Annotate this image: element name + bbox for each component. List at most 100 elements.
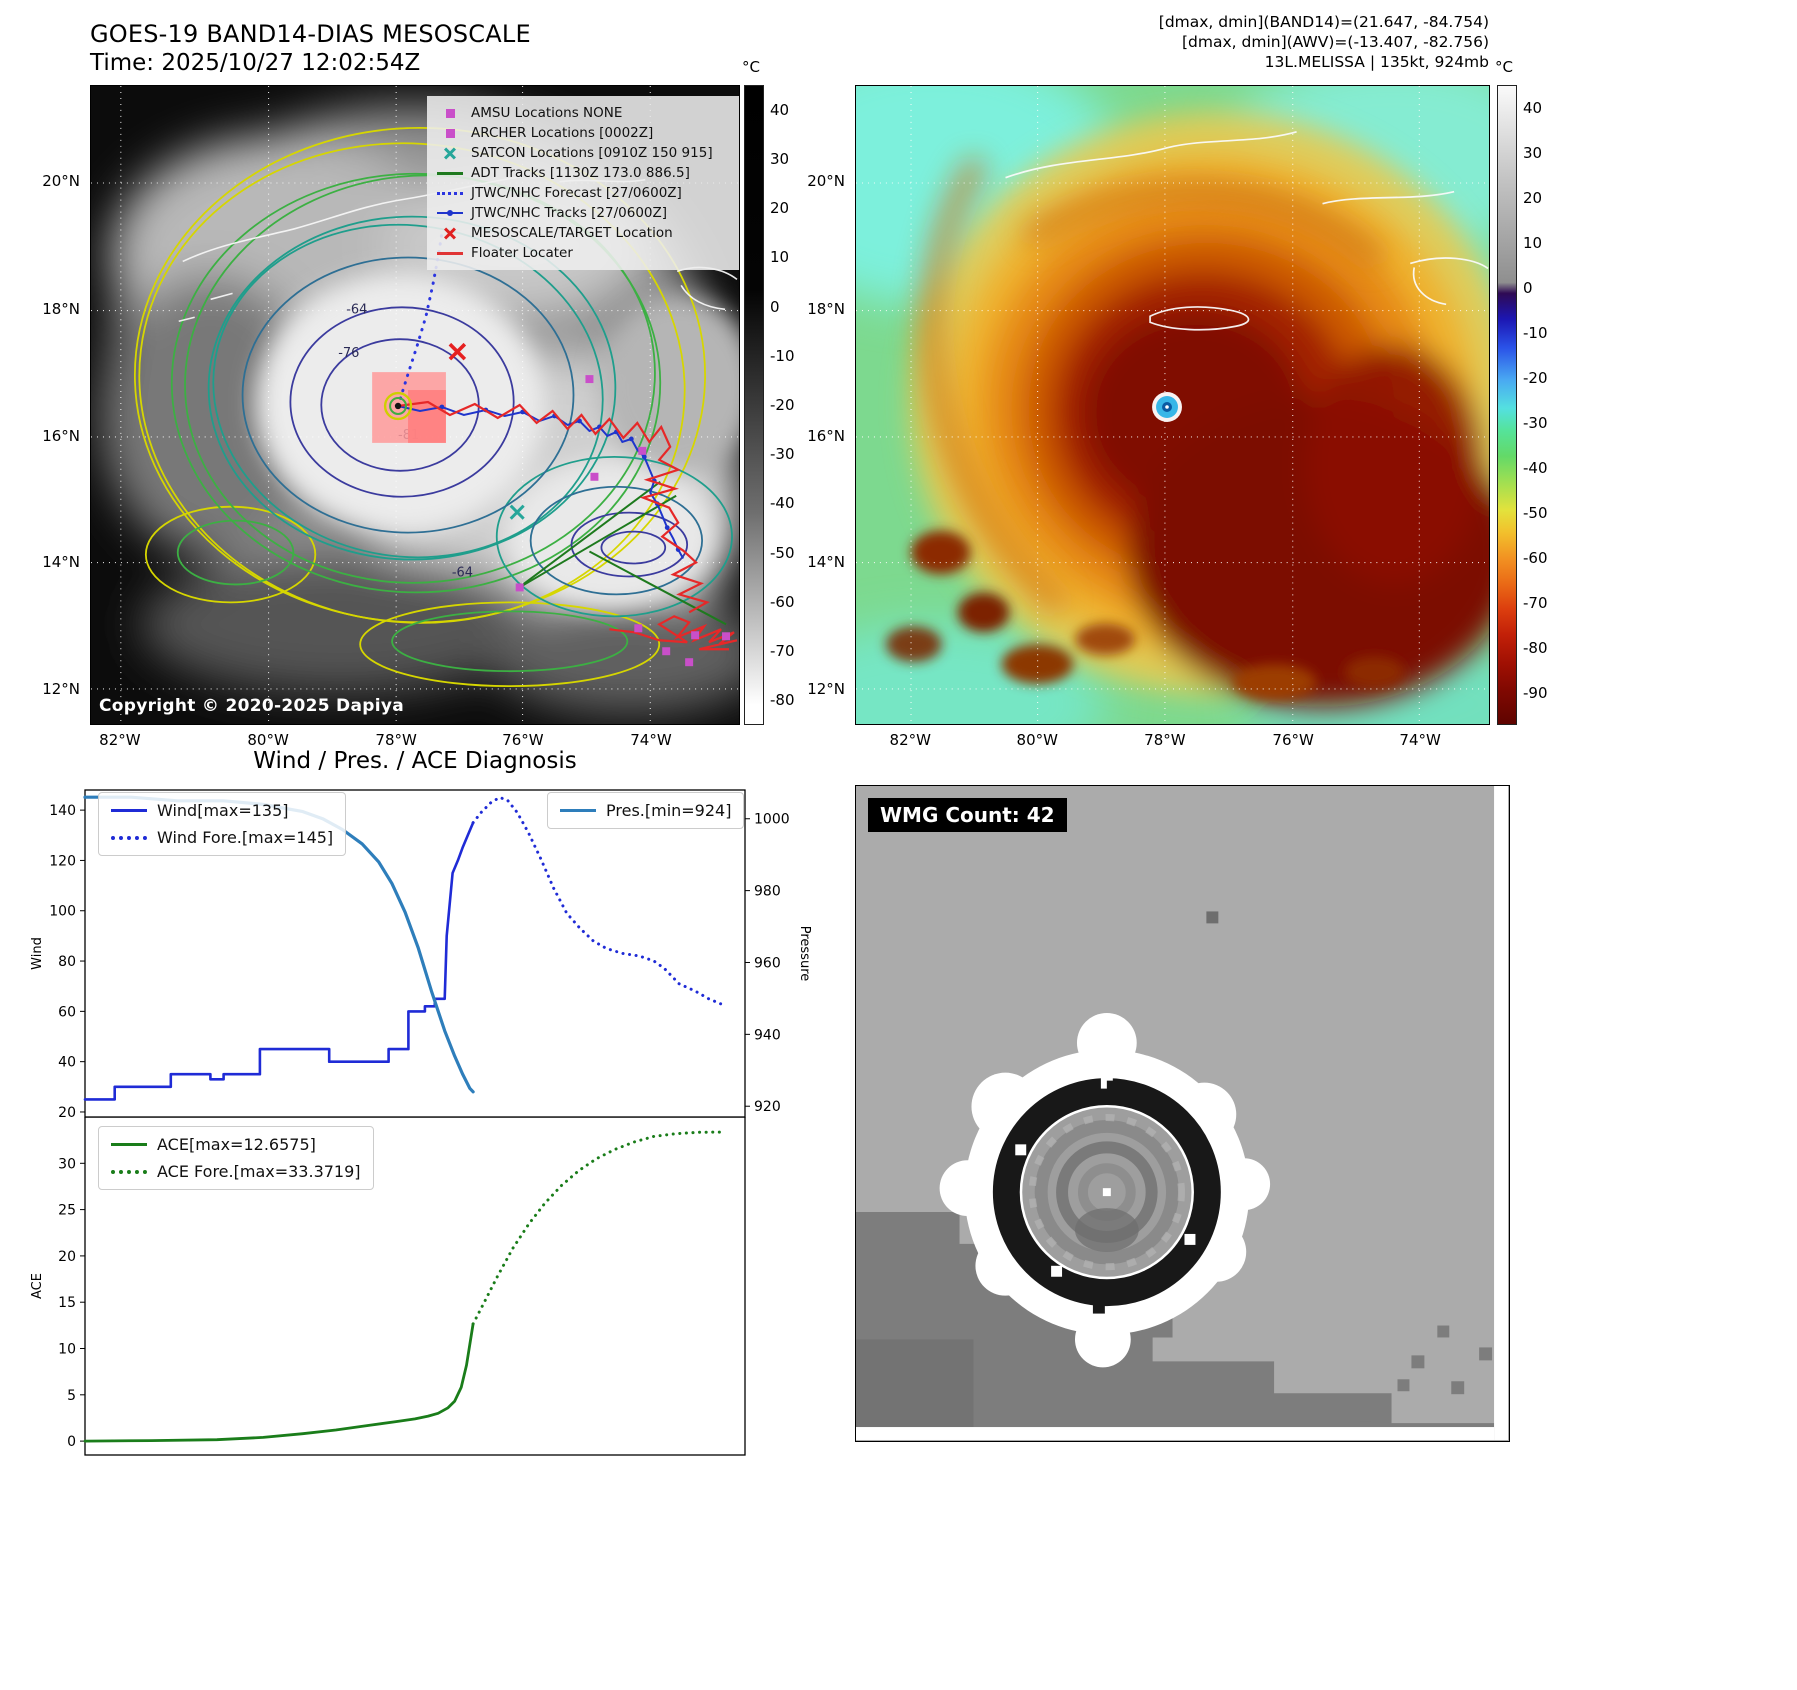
y-axis-label: ACE [30,1273,45,1299]
lon-tick-label: 82°W [889,731,931,749]
colorbar-tick-label: -90 [1523,684,1548,703]
y-tick-label: 25 [58,1203,76,1219]
y-tick-label: 1000 [754,812,790,828]
colorbar-tick-label: 20 [1523,188,1543,207]
colorbar-tick-label: 10 [770,248,790,267]
series-wind-fore-max-145 [471,796,723,1006]
latitude-axis-band14: 20°N 18°N 16°N 14°N 12°N [36,85,84,725]
map-legend-label: Floater Locater [471,245,573,261]
eye-ring-1 [1034,1119,1180,1265]
x-marker-icon [436,226,464,240]
map-legend-label: AMSU Locations NONE [471,105,623,121]
colorbar-tick-label: -70 [770,642,795,661]
chart-legend-label: Wind[max=135] [157,801,289,820]
archer-markers [515,375,731,667]
colorbar-tick-label: -40 [1523,459,1548,478]
colorbar-tick-label: -20 [1523,368,1548,387]
map-legend-item: JTWC/NHC Tracks [27/0600Z] [436,203,730,223]
colorbar-tick-label: -50 [770,543,795,562]
contour-lines [133,126,733,688]
floater-track [397,400,710,614]
chart-legend-item: ACE[max=12.6575] [111,1135,361,1154]
wmg-microwave-image [856,786,1508,1440]
ace-chart: 0 5 10 15 20 25 30 ACE [30,1117,746,1456]
map-legend-label: SATCON Locations [0910Z 150 915] [471,145,713,161]
y-tick-label: 120 [49,853,76,869]
target-x-marker [448,342,467,361]
colorbar-tick-label: 30 [770,149,790,168]
y-tick-label: 40 [58,1055,76,1071]
spiral-bands [918,156,1385,614]
y-tick-label: 980 [754,884,781,900]
lon-tick-label: 74°W [630,731,672,749]
colorbar-tick-label: 40 [1523,98,1543,117]
chart-legend-item: Wind Fore.[max=145] [111,828,333,847]
y-tick-label: 15 [58,1295,76,1311]
adt-tracks [517,480,727,626]
colorbar-tick-label: -10 [770,346,795,365]
square-marker-icon [436,106,464,120]
y-tick-label: 0 [67,1434,76,1450]
lon-tick-label: 76°W [502,731,544,749]
storm-center-symbol [383,391,413,421]
map-legend-item: ADT Tracks [1130Z 173.0 886.5] [436,163,730,183]
line-dot-marker-icon [436,206,464,220]
bottom-white-strip [856,1427,1495,1440]
wmg-panel: WMG Count: 42 [855,785,1510,1442]
colorbar-tick-label: -40 [770,494,795,513]
map-legend-label: ARCHER Locations [0002Z] [471,125,654,141]
lon-tick-label: 80°W [247,731,289,749]
lon-tick-label: 78°W [1144,731,1186,749]
lat-tick-label: 16°N [807,427,845,445]
hurricane-eye [1152,392,1182,422]
lone-pixel [1206,911,1219,924]
ir-colorbar [1497,85,1517,725]
line-marker-icon [436,166,464,180]
map-legend-item: SATCON Locations [0910Z 150 915] [436,143,730,163]
convection-patches [885,530,1405,701]
colorbar-tick-label: -10 [1523,323,1548,342]
goes-timestamp: Time: 2025/10/27 12:02:54Z [90,50,421,76]
solid-line-icon [111,809,147,812]
eye-center-pixel [1102,1188,1111,1197]
lat-tick-label: 12°N [42,679,80,698]
square-marker-icon [436,126,464,140]
colorbar-tick-label: -20 [770,396,795,414]
lat-tick-label: 20°N [807,172,845,191]
chart-legend-label: Pres.[min=924] [606,801,732,820]
satcon-x-marker [509,504,525,520]
solid-line-icon [111,1143,147,1146]
storm-stats-header: [dmax, dmin](BAND14)=(21.647, -84.754) [… [900,12,1489,72]
y-tick-label: 960 [754,955,781,971]
wind-legend: Wind[max=135] Wind Fore.[max=145] [98,792,347,856]
awv-ir-map-panel [855,85,1490,725]
copyright-text: Copyright © 2020-2025 Dapiya [99,696,404,716]
band14-colorbar-unit: °C [742,58,760,76]
chart-legend-item: ACE Fore.[max=33.3719] [111,1162,361,1181]
jtwc-track [397,405,685,560]
lat-tick-label: 20°N [42,172,80,191]
lon-tick-label: 82°W [99,731,141,749]
ir-colorbar-ticks: 40 30 20 10 0 -10 -20 -30 -40 -50 -60 -70 -80 -90 [1521,85,1567,725]
series-ace-max-12-6575 [83,1322,475,1443]
mesoscale-target-box-inner [408,390,446,443]
solid-line-icon [560,809,596,812]
colorbar-tick-label: 0 [770,297,780,316]
map-legend-label: JTWC/NHC Tracks [27/0600Z] [471,205,668,221]
colorbar-tick-label: -80 [1523,639,1548,658]
ir-satellite-image [856,86,1489,724]
pressure-legend: Pres.[min=924] [547,792,745,829]
series-ace-fore-max-33-3719 [471,1130,723,1326]
colorbar-tick-label: -50 [1523,504,1548,523]
floater-track-south [609,615,738,651]
y-tick-label: 100 [49,904,76,920]
y-tick-label: 30 [58,1156,76,1172]
ir-colorbar-unit: °C [1495,58,1513,76]
map-legend-box: AMSU Locations NONE ARCHER Locations [000… [427,96,739,270]
band14-dmax-dmin: [dmax, dmin](BAND14)=(21.647, -84.754) [1158,13,1489,31]
chart-legend-item: Pres.[min=924] [560,801,731,820]
chart-legend-item: Wind[max=135] [111,801,333,820]
map-legend-label: JTWC/NHC Forecast [27/0600Z] [471,185,682,201]
colorbar-tick-label: -60 [1523,549,1548,568]
map-legend-item: MESOSCALE/TARGET Location [436,223,730,243]
